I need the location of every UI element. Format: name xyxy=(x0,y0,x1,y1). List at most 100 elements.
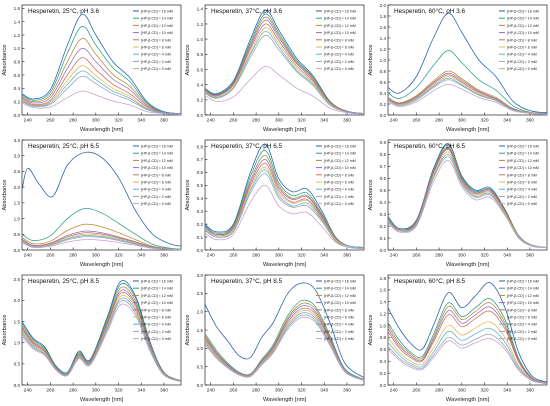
y-tick-label: 1.6 xyxy=(14,6,21,11)
x-tick-label: 340 xyxy=(503,388,511,394)
x-tick-label: 320 xyxy=(481,253,489,259)
y-tick-label: 1.6 xyxy=(380,288,387,293)
y-tick-label: 1.4 xyxy=(14,19,21,24)
y-tick-label: 1.2 xyxy=(14,33,21,38)
x-tick-label: 240 xyxy=(390,388,398,394)
series-line xyxy=(387,12,548,114)
x-tick-label: 280 xyxy=(252,253,260,259)
y-tick-label: 0.8 xyxy=(380,152,387,157)
series-line xyxy=(21,292,182,382)
plot-frame xyxy=(21,139,182,251)
legend-label: [HP-β-CD] = 4 mM xyxy=(324,188,354,192)
y-tick-label: 1.0 xyxy=(380,58,387,63)
y-axis-label: Absorbance xyxy=(368,180,374,211)
plot-frame xyxy=(21,274,182,386)
y-tick-label: 3.0 xyxy=(197,273,204,278)
x-tick-label: 340 xyxy=(503,253,511,259)
legend-label: [HP-β-CD] = 10 mM xyxy=(141,301,173,305)
y-tick-label: 0.2 xyxy=(14,99,21,104)
legend-label: [HP-β-CD] = 8 mM xyxy=(507,38,537,42)
legend-label: [HP-β-CD] = 6 mM xyxy=(507,316,537,320)
y-tick-label: 3.0 xyxy=(14,154,21,159)
legend-label: [HP-β-CD] = 0 mM xyxy=(507,337,537,341)
x-tick-label: 280 xyxy=(69,118,77,124)
y-tick-label: 2.5 xyxy=(14,169,21,174)
x-tick-label: 320 xyxy=(298,253,306,259)
x-tick-label: 260 xyxy=(412,253,420,259)
series-line xyxy=(204,173,365,250)
x-tick-label: 260 xyxy=(412,118,420,124)
y-tick-label: 0.2 xyxy=(380,371,387,376)
y-tick-label: 0.6 xyxy=(380,347,387,352)
x-tick-label: 280 xyxy=(252,388,260,394)
y-tick-label: 1.5 xyxy=(14,319,21,324)
x-tick-label: 240 xyxy=(390,253,398,259)
series-line xyxy=(204,282,365,378)
y-tick-label: 0.5 xyxy=(14,362,21,367)
series-line xyxy=(21,151,182,247)
legend-label: [HP-β-CD] = 12 mM xyxy=(324,294,356,298)
legend-label: [HP-β-CD] = 0 mM xyxy=(324,202,354,206)
y-tick-label: 1.8 xyxy=(380,276,387,281)
series-line xyxy=(387,327,548,384)
legend-label: [HP-β-CD] = 2 mM xyxy=(507,330,537,334)
legend-label: [HP-β-CD] = 14 mM xyxy=(141,17,173,21)
x-tick-label: 320 xyxy=(481,118,489,124)
legend-label: [HP-β-CD] = 16 mM xyxy=(324,280,356,284)
legend-label: [HP-β-CD] = 2 mM xyxy=(141,330,171,334)
y-tick-label: 1.0 xyxy=(14,46,21,51)
legend-label: [HP-β-CD] = 4 mM xyxy=(141,53,171,57)
y-tick-label: 0.7 xyxy=(197,157,204,162)
legend-label: [HP-β-CD] = 10 mM xyxy=(141,31,173,35)
x-tick-label: 260 xyxy=(412,388,420,394)
y-axis-label: Absorbance xyxy=(368,45,374,76)
legend-label: [HP-β-CD] = 0 mM xyxy=(507,202,537,206)
series-line xyxy=(387,298,548,383)
y-axis-label: Absorbance xyxy=(185,180,191,211)
spectrum-panel: 0.0 0.2 0.4 0.6 0.8 1.0 1.2 1.4 1.6 1.8 240 260 280 3… xyxy=(366,270,549,405)
spectrum-chart: 0.0 0.2 0.4 0.6 0.8 1.0 1.2 1.4 1.6 1.8 240 260 280 3… xyxy=(368,274,548,403)
y-tick-label: 0.4 xyxy=(380,359,387,364)
x-tick-label: 300 xyxy=(458,118,466,124)
x-tick-label: 300 xyxy=(92,253,100,259)
x-tick-label: 320 xyxy=(298,388,306,394)
x-tick-label: 260 xyxy=(46,253,54,259)
legend-label: [HP-β-CD] = 14 mM xyxy=(324,17,356,21)
x-tick-label: 340 xyxy=(320,253,328,259)
x-tick-label: 300 xyxy=(92,118,100,124)
spectrum-chart: 0.0 0.5 1.0 1.5 2.0 2.5 3.0 3.5 240 260 280 300 320 3… xyxy=(2,138,182,268)
spectrum-panel: 0.0 0.2 0.4 0.6 0.8 1.0 1.2 1.4 240 260 280 300 320 3… xyxy=(183,0,366,135)
legend-label: [HP-β-CD] = 14 mM xyxy=(324,152,356,156)
series-line xyxy=(204,314,365,381)
x-axis-label: Wavelength [nm] xyxy=(80,262,124,268)
y-tick-label: 0.2 xyxy=(197,222,204,227)
series-line xyxy=(204,184,365,250)
y-tick-label: 0.4 xyxy=(380,200,387,205)
x-tick-label: 300 xyxy=(92,388,100,394)
legend-label: [HP-β-CD] = 10 mM xyxy=(324,166,356,170)
legend-label: [HP-β-CD] = 2 mM xyxy=(324,330,354,334)
plot-frame xyxy=(204,139,365,251)
legend-label: [HP-β-CD] = 12 mM xyxy=(324,24,356,28)
series-line xyxy=(21,37,182,115)
legend-label: [HP-β-CD] = 16 mM xyxy=(507,145,539,149)
chart-title: Hesperetin, 25°C, pH 6.5 xyxy=(28,142,100,150)
chart-title: Hesperetin, 25°C, pH 8.5 xyxy=(28,277,100,285)
y-tick-label: 0.5 xyxy=(197,364,204,369)
legend-label: [HP-β-CD] = 2 mM xyxy=(141,60,171,64)
y-tick-label: 0.8 xyxy=(14,59,21,64)
legend-label: [HP-β-CD] = 2 mM xyxy=(324,195,354,199)
spectrum-chart: 0.0 0.1 0.2 0.3 0.4 0.5 0.6 0.7 0.8 0.9 240 260 280 3… xyxy=(368,139,548,268)
x-axis-label: Wavelength [nm] xyxy=(263,397,307,403)
series-line xyxy=(21,25,182,115)
y-tick-label: 1.0 xyxy=(197,37,204,42)
y-axis-label: Absorbance xyxy=(185,45,191,76)
chart-title: Hesperetin, 37°C, pH 8.5 xyxy=(211,277,283,285)
series-line xyxy=(21,280,182,382)
chart-title: Hesperetin, 60°C, pH 8.5 xyxy=(394,277,466,285)
spectrum-chart: 0.0 0.5 1.0 1.5 2.0 2.5 240 260 280 300 320 340 360 W… xyxy=(2,274,182,403)
series-line xyxy=(21,239,182,251)
y-tick-label: 0.4 xyxy=(197,82,204,87)
x-tick-label: 360 xyxy=(526,118,534,124)
y-tick-label: 0.6 xyxy=(197,170,204,175)
